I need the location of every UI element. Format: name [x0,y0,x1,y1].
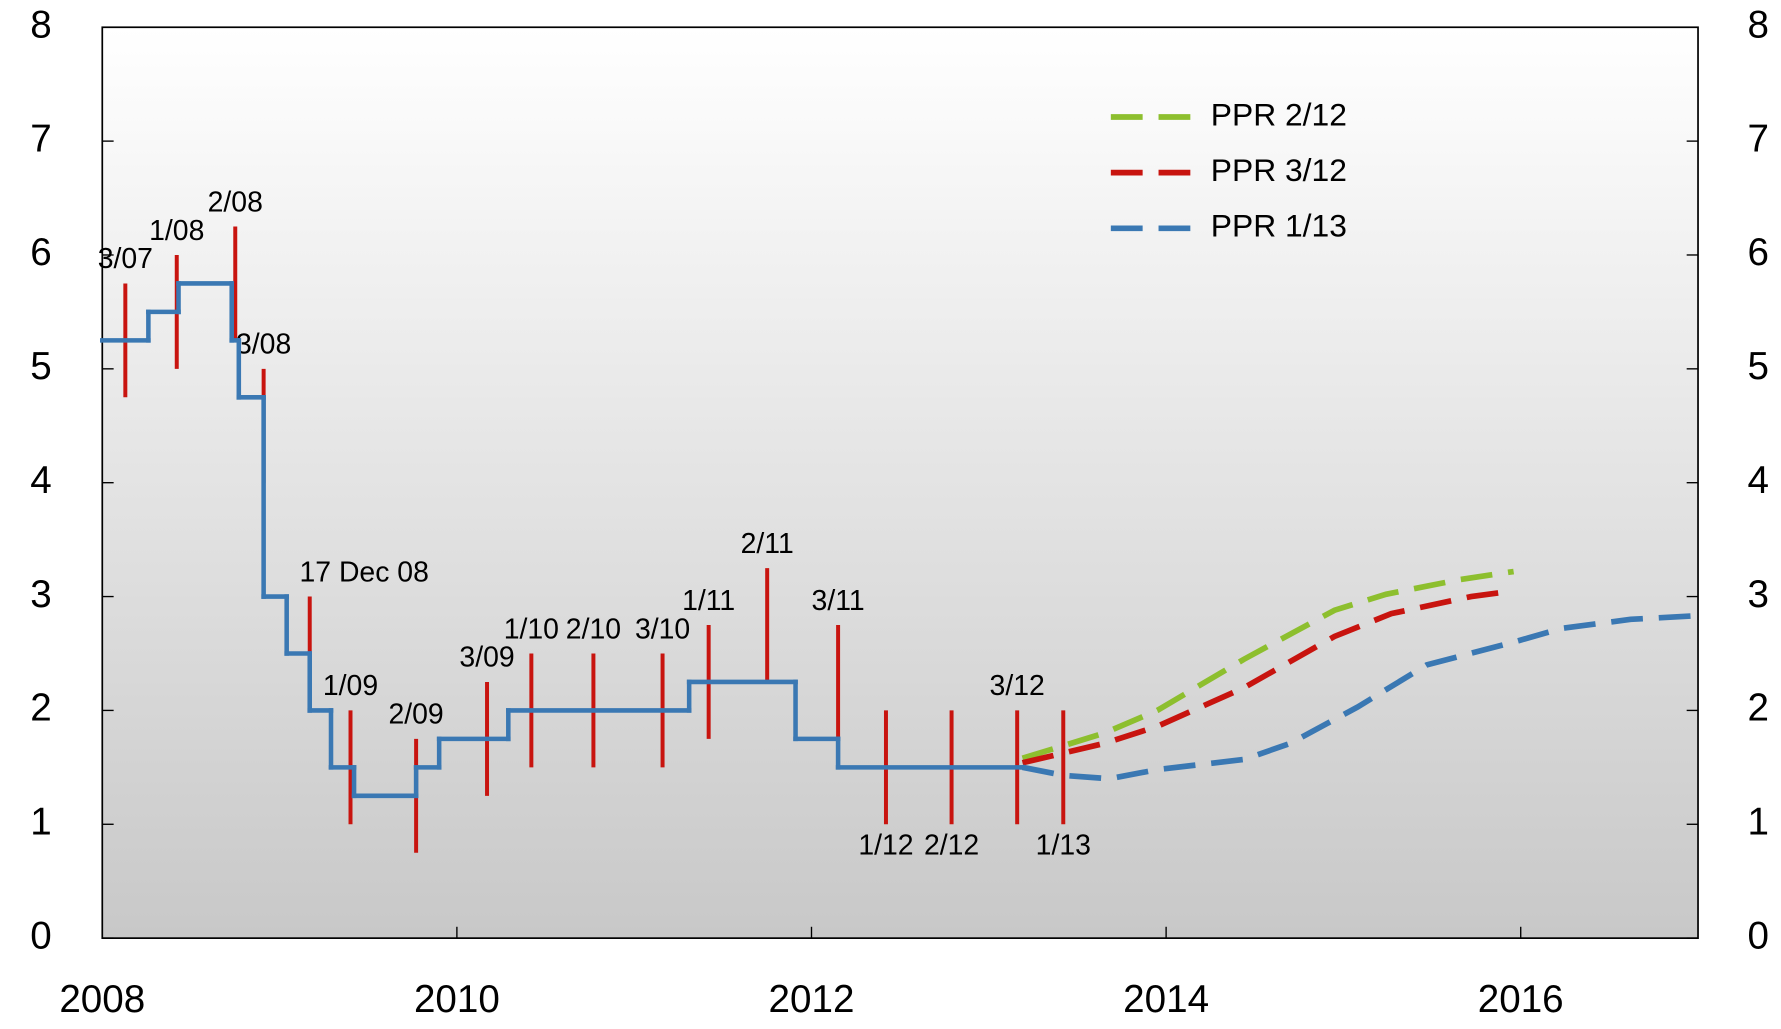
y-tick-label: 8 [30,3,51,46]
plot-area [101,26,1699,939]
meeting-label: 3/12 [990,670,1045,702]
meeting-label: 1/12 [858,829,913,861]
y2-tick-label: 3 [1747,573,1768,616]
meeting-label: 1/11 [682,585,735,617]
meeting-label: 1/13 [1036,829,1091,861]
x-tick-label: 2016 [1478,978,1564,1021]
meeting-label: 2/09 [388,699,443,731]
projection-line [1021,588,1515,766]
x-tick-label: 2010 [414,978,500,1021]
legend-label: PPR 2/12 [1211,96,1347,132]
x-tick-label: 2012 [769,978,855,1021]
y2-tick-label: 6 [1747,231,1768,274]
y2-tick-label: 1 [1747,800,1768,843]
y2-tick-label: 8 [1747,3,1768,46]
meeting-label: 2/12 [924,829,979,861]
meeting-label: 3/08 [236,329,291,361]
meeting-label: 3/11 [812,585,865,617]
y-tick-label: 2 [30,687,51,730]
meeting-label: 3/09 [459,642,514,674]
x-tick-label: 2008 [59,978,145,1021]
projection-line [1021,568,1515,761]
meeting-label: 17 Dec 08 [300,556,429,588]
meeting-label: 1/09 [323,670,378,702]
y-tick-label: 0 [30,914,51,957]
y2-tick-label: 7 [1747,117,1768,160]
legend-label: PPR 3/12 [1211,152,1347,188]
x-tick-label: 2014 [1123,978,1209,1021]
y2-tick-label: 4 [1747,459,1768,502]
meeting-label: 3/07 [98,243,153,275]
y2-tick-label: 0 [1747,914,1768,957]
legend-label: PPR 1/13 [1211,208,1347,244]
meeting-label: 3/10 [635,613,690,645]
meeting-label: 2/08 [208,186,263,218]
y2-tick-label: 5 [1747,345,1768,388]
y-tick-label: 1 [30,800,51,843]
meeting-label: 1/10 [504,613,559,645]
y2-tick-label: 2 [1747,687,1768,730]
y-tick-label: 3 [30,573,51,616]
y-tick-label: 7 [30,117,51,160]
meeting-label: 2/11 [741,528,794,560]
y-tick-label: 6 [30,231,51,274]
y-tick-label: 4 [30,459,51,502]
y-tick-label: 5 [30,345,51,388]
projection-line [1021,613,1693,782]
meeting-label: 1/08 [149,215,204,247]
meeting-label: 2/10 [566,613,621,645]
